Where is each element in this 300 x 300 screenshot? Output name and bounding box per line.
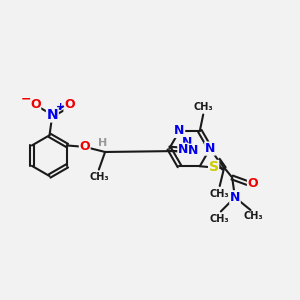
Text: CH₃: CH₃ — [210, 214, 229, 224]
Text: +: + — [56, 102, 65, 112]
Text: N: N — [174, 124, 184, 137]
Text: O: O — [80, 140, 90, 153]
Text: CH₃: CH₃ — [194, 102, 214, 112]
Text: CH₃: CH₃ — [210, 189, 230, 199]
Text: O: O — [30, 98, 41, 112]
Text: H: H — [98, 138, 107, 148]
Text: N: N — [205, 142, 215, 155]
Text: CH₃: CH₃ — [244, 211, 263, 221]
Text: N: N — [188, 144, 199, 157]
Text: N: N — [182, 136, 193, 149]
Text: N: N — [46, 108, 58, 122]
Text: −: − — [21, 92, 32, 105]
Text: O: O — [64, 98, 75, 112]
Text: O: O — [248, 177, 258, 190]
Text: N: N — [230, 191, 240, 204]
Text: S: S — [208, 160, 219, 175]
Text: N: N — [178, 143, 188, 156]
Text: CH₃: CH₃ — [89, 172, 109, 182]
